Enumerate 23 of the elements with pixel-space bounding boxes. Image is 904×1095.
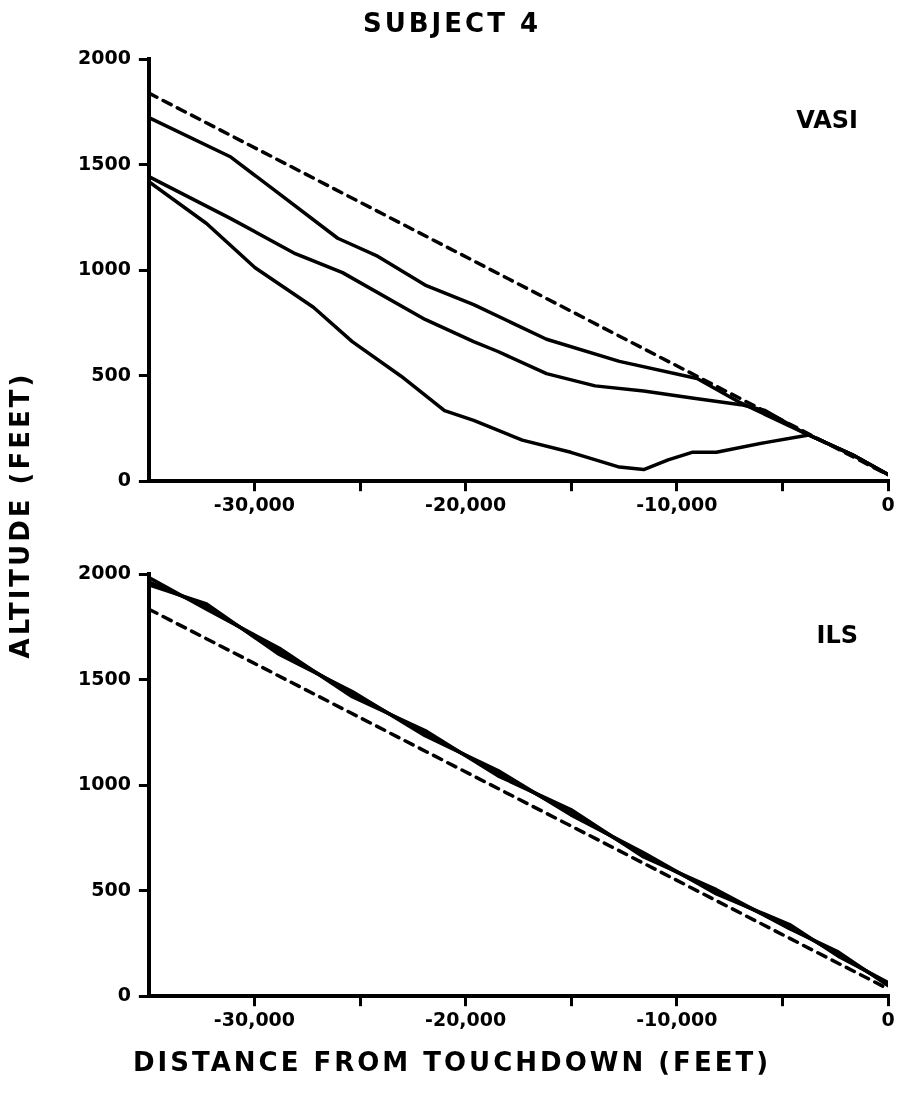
y-tick-label: 1000 [77, 257, 131, 280]
y-axis-title: ALTITUDE (FEET) [5, 370, 35, 661]
y-tick-label: 2000 [77, 46, 131, 69]
y-tick-label: 1500 [77, 666, 131, 689]
x-tick-label: -10,000 [636, 492, 718, 515]
x-tick-label: -20,000 [425, 492, 507, 515]
y-tick-label: 1500 [77, 151, 131, 174]
x-tick-label: 0 [881, 492, 895, 515]
x-tick-label: -10,000 [636, 1007, 718, 1030]
y-tick-label: 500 [91, 877, 131, 900]
x-axis-title: DISTANCE FROM TOUCHDOWN (FEET) [132, 1047, 772, 1077]
y-tick-label: 0 [117, 468, 131, 491]
x-tick-label: 0 [881, 1007, 895, 1030]
text: ILS [816, 620, 858, 649]
x-tick-label: -30,000 [213, 1007, 296, 1030]
y-tick-label: 2000 [77, 561, 131, 584]
x-tick-label: -30,000 [213, 492, 296, 515]
y-tick-label: 0 [117, 983, 131, 1006]
y-tick-label: 1000 [77, 772, 131, 795]
text: VASI [796, 105, 858, 134]
x-tick-label: -20,000 [425, 1007, 507, 1030]
chart-title: SUBJECT 4 [361, 8, 543, 38]
y-tick-label: 500 [91, 362, 131, 385]
